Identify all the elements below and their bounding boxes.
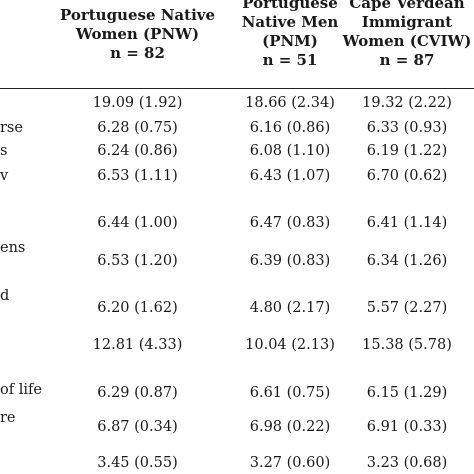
header-pnm-line-4: n = 51 bbox=[262, 51, 318, 69]
table-cell: 6.29 (0.87) bbox=[97, 385, 178, 401]
header-cviw-line-1: Cape Verdean bbox=[349, 0, 465, 12]
header-pnm-line-1: Portuguese bbox=[242, 0, 338, 12]
table-cell: 3.23 (0.68) bbox=[366, 455, 448, 471]
table-cell: 6.98 (0.22) bbox=[249, 419, 331, 435]
table-cell: 6.87 (0.34) bbox=[97, 419, 178, 435]
header-pnw: Portuguese Native Women (PNW) n = 82 bbox=[55, 6, 220, 63]
table-cell: 6.20 (1.62) bbox=[97, 300, 178, 316]
header-cviw: Cape Verdean Immigrant Women (CVIW) n = … bbox=[340, 0, 474, 70]
table-cell: 6.08 (1.10) bbox=[249, 143, 331, 159]
table-cell: 6.43 (1.07) bbox=[249, 168, 331, 184]
header-cviw-line-4: n = 87 bbox=[379, 51, 435, 69]
row-label: s bbox=[0, 143, 8, 159]
row-label: of life bbox=[0, 382, 42, 398]
table-cell: 19.09 (1.92) bbox=[92, 95, 183, 111]
table-cell: 6.24 (0.86) bbox=[97, 143, 178, 159]
table-cell: 6.15 (1.29) bbox=[366, 385, 448, 401]
header-cviw-line-3: Women (CVIW) bbox=[342, 32, 472, 50]
row-label: v bbox=[0, 168, 9, 184]
header-cviw-line-2: Immigrant bbox=[361, 13, 453, 31]
table-cell: 5.57 (2.27) bbox=[366, 300, 448, 316]
row-label: rse bbox=[0, 120, 23, 136]
table-cell: 15.38 (5.78) bbox=[362, 337, 452, 353]
table-cell: 6.61 (0.75) bbox=[249, 385, 331, 401]
table-cell: 12.81 (4.33) bbox=[92, 337, 183, 353]
table-cell: 6.33 (0.93) bbox=[366, 120, 448, 136]
table-cell: 6.16 (0.86) bbox=[249, 120, 331, 136]
table-cell: 3.27 (0.60) bbox=[249, 455, 331, 471]
table-cell: 18.66 (2.34) bbox=[245, 95, 335, 111]
row-label: re bbox=[0, 410, 16, 426]
table-cell: 4.80 (2.17) bbox=[249, 300, 331, 316]
table-cell: 6.34 (1.26) bbox=[366, 253, 448, 269]
row-label: d bbox=[0, 288, 10, 304]
table-cell: 19.32 (2.22) bbox=[362, 95, 452, 111]
header-pnw-line-3: n = 82 bbox=[110, 44, 165, 62]
table-cell: 6.53 (1.11) bbox=[97, 168, 178, 184]
header-pnm-line-2: Native Men bbox=[241, 13, 339, 31]
header-pnm-line-3: (PNM) bbox=[262, 32, 318, 50]
table-cell: 6.41 (1.14) bbox=[366, 215, 448, 231]
header-pnw-line-2: Women (PNW) bbox=[75, 25, 200, 43]
row-label: ens bbox=[0, 240, 26, 256]
header-pnw-line-1: Portuguese Native bbox=[59, 6, 216, 24]
table-cell: 6.28 (0.75) bbox=[97, 120, 178, 136]
table-cell: 6.39 (0.83) bbox=[249, 253, 331, 269]
table-cell: 6.19 (1.22) bbox=[366, 143, 448, 159]
header-pnm: Portuguese Native Men (PNM) n = 51 bbox=[220, 0, 360, 70]
table-cell: 6.47 (0.83) bbox=[249, 215, 331, 231]
header-rule bbox=[0, 88, 474, 90]
table-cell: 3.45 (0.55) bbox=[97, 455, 178, 471]
table-cell: 6.44 (1.00) bbox=[97, 215, 178, 231]
table-cell: 10.04 (2.13) bbox=[245, 337, 335, 353]
table-cell: 6.91 (0.33) bbox=[366, 419, 448, 435]
table-cell: 6.70 (0.62) bbox=[366, 168, 448, 184]
table-cell: 6.53 (1.20) bbox=[97, 253, 178, 269]
